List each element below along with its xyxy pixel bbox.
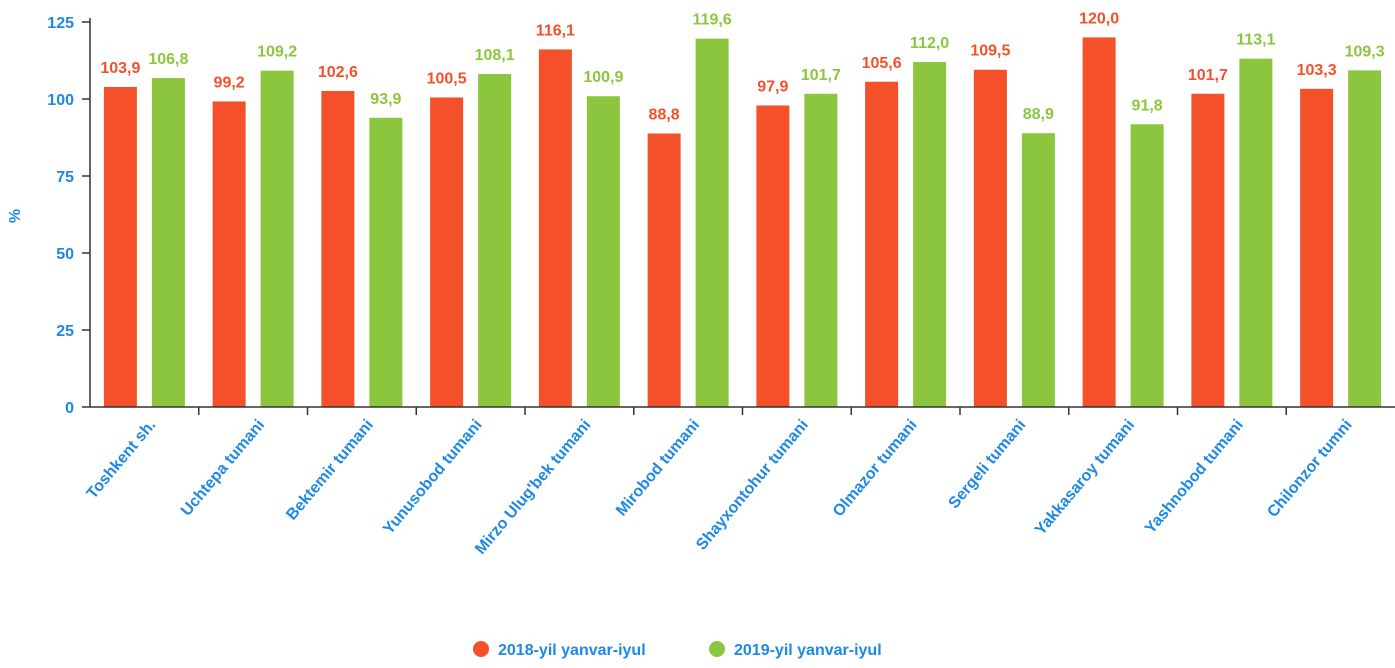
bar-2018 [212,101,246,408]
data-label-2018: 97,9 [757,78,788,95]
data-label-2019: 91,8 [1132,97,1163,114]
bar-2019 [804,93,838,407]
y-tick-label: 50 [56,246,74,263]
data-label-2018: 100,5 [427,70,467,87]
x-tick-label: Chilonzor tumni [1264,417,1355,521]
bar-2019 [695,38,729,408]
data-label-2019: 106,8 [148,51,188,68]
bar-2018 [973,69,1007,408]
data-label-2018: 99,2 [214,74,245,91]
bar-2018 [321,90,355,407]
bar-2019 [913,62,947,407]
x-tick-label: Toshkent sh. [84,417,160,503]
x-tick-label: Yashnobod tumani [1142,417,1247,538]
y-tick-label: 125 [47,15,74,32]
data-label-2018: 88,8 [649,106,680,123]
x-tick-label: Mirzo Ulug'bek tumani [472,417,594,558]
x-tick-label: Mirobod tumani [613,417,703,520]
bar-2018 [1082,37,1116,408]
legend-marker-2018 [473,641,489,657]
x-axis: Toshkent sh. Uchtepa tumani Bektemir tuman… [84,406,1395,558]
y-axis: 0 25 50 75 100 125 [47,15,91,417]
data-label-2019: 119,6 [693,12,732,29]
bar-2019 [369,117,403,408]
bar-2018 [1300,88,1334,407]
data-label-2018: 109,5 [970,43,1010,60]
data-label-2018: 120,0 [1079,10,1119,27]
data-label-2018: 103,9 [100,60,140,77]
data-label-2018: 101,7 [1188,67,1228,84]
data-label-2018: 105,6 [862,55,902,72]
bar-2018 [103,86,137,407]
bar-2019 [478,74,512,407]
bar-2018 [1191,93,1225,407]
x-tick-label: Bektemir tumani [283,417,377,524]
bar-2019 [1021,133,1055,408]
y-tick-label: 25 [56,323,74,340]
bar-2019 [260,70,294,407]
x-tick-label: Sergeli tumani [946,417,1030,512]
bar-2019 [151,78,185,407]
x-tick-label: Shayxontohur tumani [693,417,812,554]
data-label-2018: 103,3 [1297,62,1337,79]
data-label-2019: 112,0 [910,35,949,52]
legend: 2018-yil yanvar-iyul 2019-yil yanvar-iyul [473,641,882,659]
y-tick-label: 100 [47,92,74,109]
data-label-2018: 116,1 [536,22,575,39]
bar-2018 [756,105,790,407]
bar-2018 [647,133,681,407]
x-tick-label: Yakkasaroy tumani [1032,417,1138,539]
legend-label-2019: 2019-yil yanvar-iyul [734,642,882,659]
y-axis-title: % [7,209,24,223]
bar-2018 [430,97,464,408]
data-label-2019: 88,9 [1023,106,1054,123]
x-tick-label: Yunusobod tumani [380,417,486,538]
bar-2019 [1348,70,1382,407]
bar-2018 [538,49,572,408]
data-label-2018: 102,6 [318,64,358,81]
data-label-2019: 108,1 [475,47,515,64]
data-label-2019: 113,1 [1236,32,1275,49]
data-label-2019: 101,7 [801,67,841,84]
x-tick-label: Uchtepa tumani [178,417,268,520]
data-labels-group: 103,9 106,8 99,2 109,2 102,6 93,9 100,5 108,1 11… [100,10,1384,123]
legend-marker-2019 [709,641,725,657]
data-label-2019: 109,2 [257,44,297,61]
x-tick-label: Olmazor tumani [830,417,921,521]
bar-2019 [586,96,620,407]
data-label-2019: 100,9 [583,69,623,86]
bar-2019 [1130,124,1164,408]
bars-group [103,37,1382,408]
y-tick-label: 75 [56,169,74,186]
bar-2018 [865,81,899,407]
data-label-2019: 93,9 [370,91,401,108]
data-label-2019: 109,3 [1345,43,1385,60]
legend-label-2018: 2018-yil yanvar-iyul [498,642,646,659]
y-tick-label: 0 [65,400,74,417]
bar-2019 [1239,58,1273,407]
